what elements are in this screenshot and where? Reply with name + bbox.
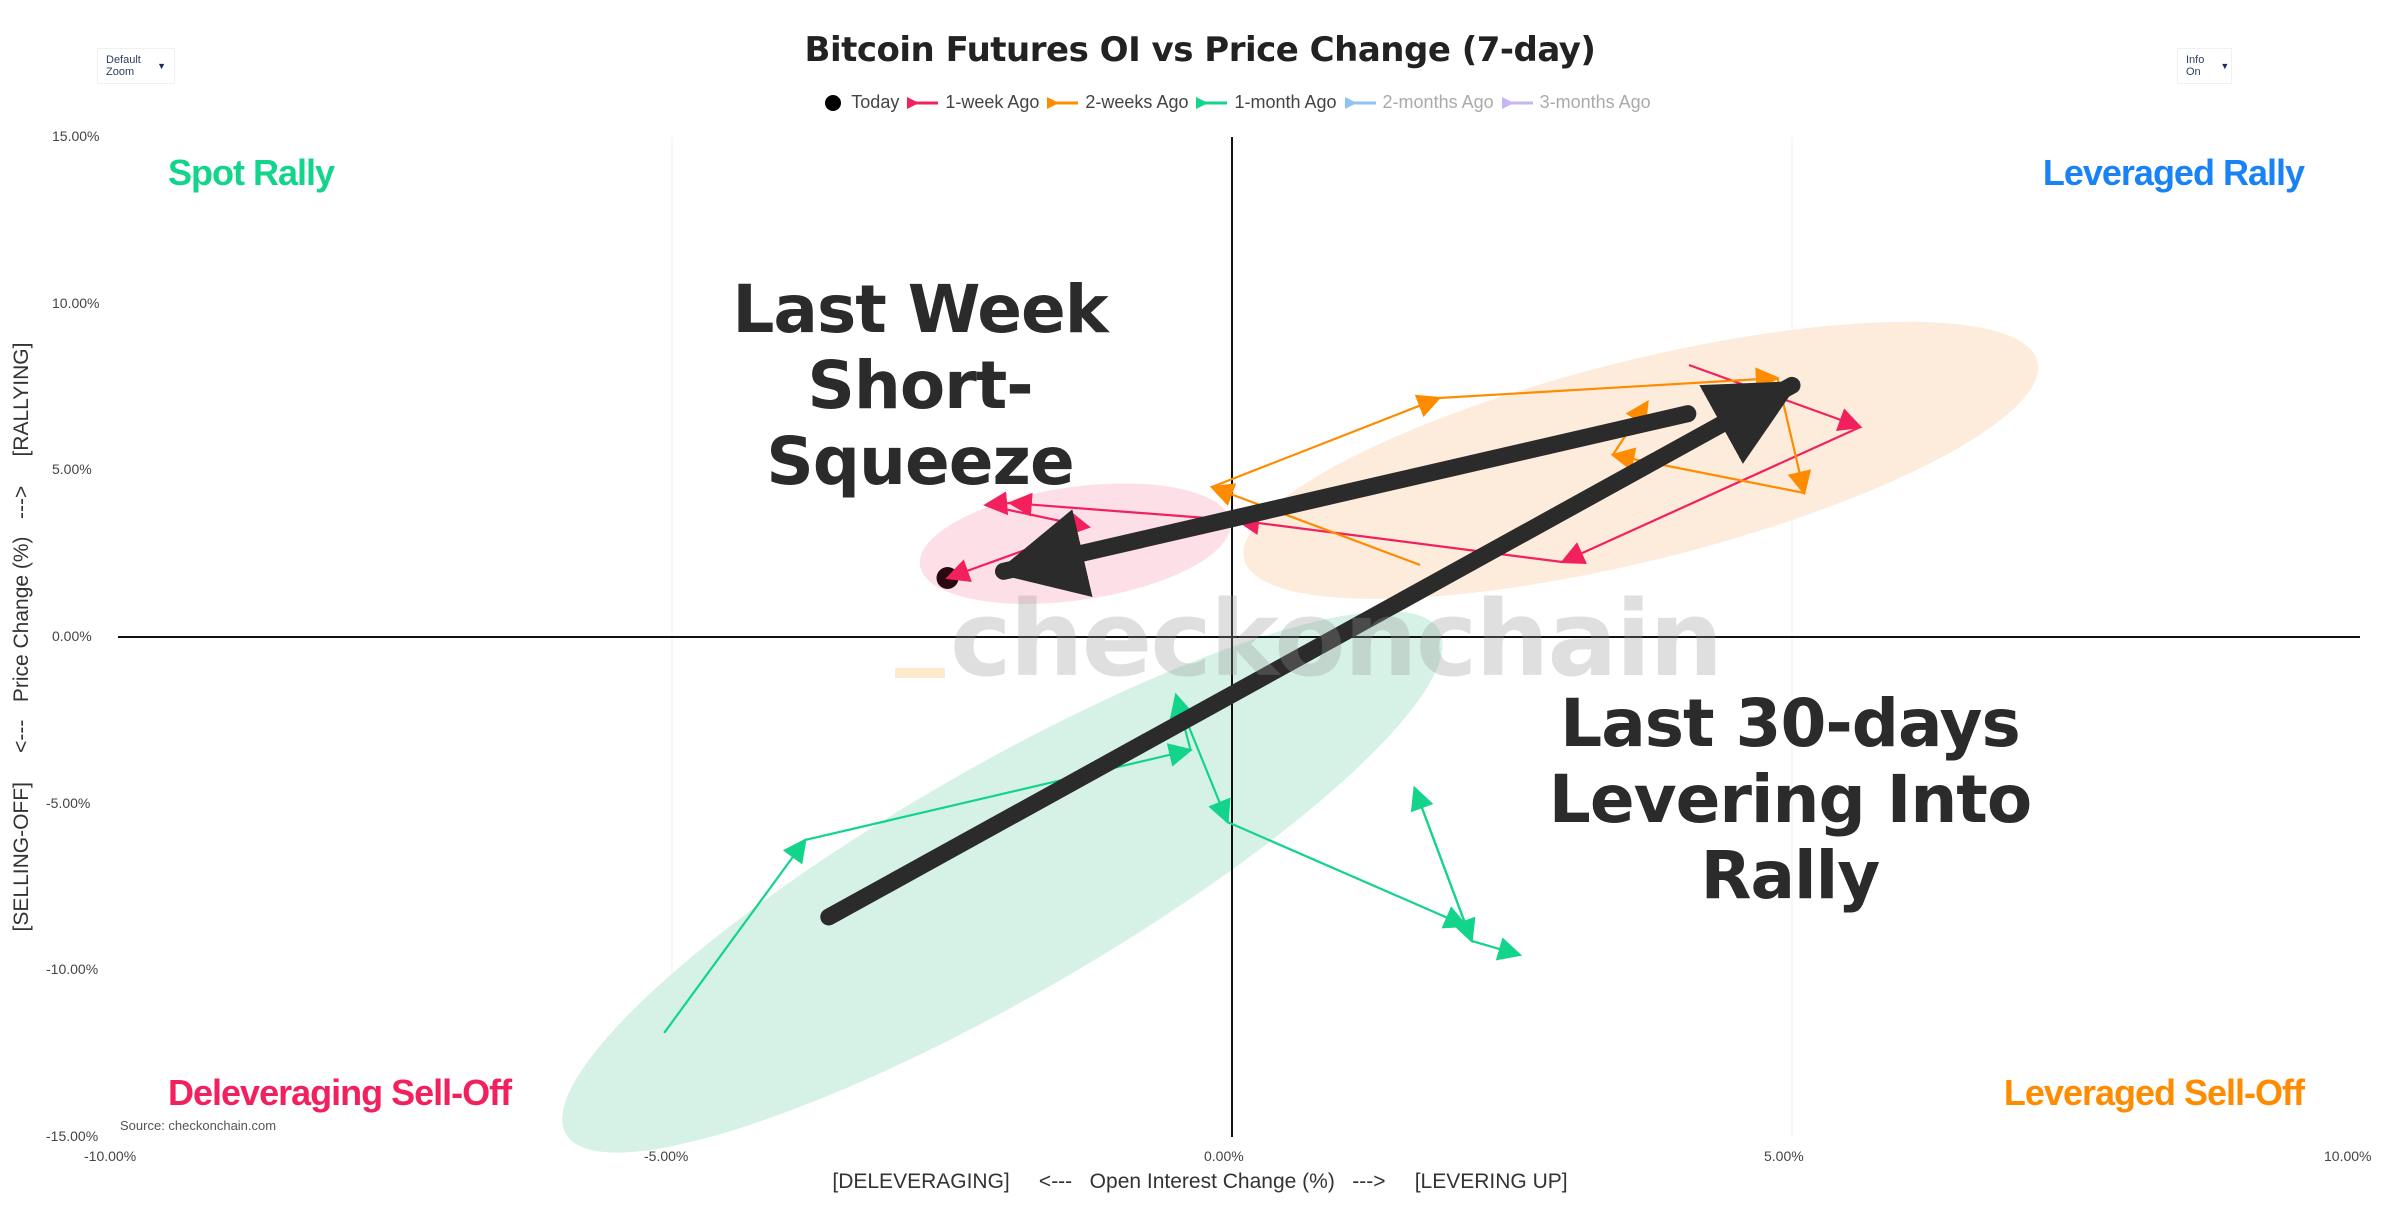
chart-title: Bitcoin Futures OI vs Price Change (7-da…: [804, 30, 1596, 70]
x-axis-label: [DELEVERAGING] <--- Open Interest Change…: [832, 1170, 1568, 1193]
y-tick-label: 15.00%: [52, 128, 100, 145]
quadrant-label-spot-rally: Spot Rally: [168, 152, 335, 193]
quadrant-label-deleveraging-sell-off: Deleveraging Sell-Off: [168, 1072, 512, 1113]
y-tick-label: 0.00%: [52, 628, 92, 644]
watermark: checkonchain: [950, 578, 1723, 700]
annotation-line: Levering Into Rally: [1548, 760, 2032, 914]
annotation-short-squeeze: Last Week Short-Squeeze: [660, 272, 1180, 500]
zoom-dropdown-label: Default Zoom: [106, 54, 141, 78]
y-tick-label: 10.00%: [52, 294, 100, 311]
x-tick-label: -5.00%: [644, 1148, 689, 1164]
arrow-line-icon: [1501, 96, 1533, 109]
x-tick-label: 10.00%: [2324, 1148, 2372, 1164]
zoom-dropdown[interactable]: Default Zoom ▼: [97, 48, 175, 84]
x-tick-label: 0.00%: [1204, 1148, 1244, 1164]
annotation-levering-into-rally: Last 30-days Levering Into Rally: [1460, 686, 2120, 914]
arrow-line-icon: [1196, 96, 1228, 109]
arrow-line-icon: [907, 96, 939, 109]
info-dropdown-label: Info On: [2186, 54, 2205, 78]
legend-item-1-week-ago[interactable]: 1-week Ago: [905, 92, 1039, 113]
legend-label: 1-month Ago: [1234, 92, 1337, 112]
legend-label: 2-months Ago: [1382, 92, 1494, 112]
chart-legend: Today 1-week Ago 2-weeks Ago 1-month Ago 2-m…: [0, 92, 2400, 113]
info-dropdown[interactable]: Info On ▼: [2177, 48, 2232, 84]
annotation-line: Last 30-days: [1560, 685, 2021, 762]
dot-icon: [825, 94, 842, 111]
overlay-arrow: [820, 376, 1801, 926]
arrow-line-icon: [1344, 96, 1376, 109]
legend-item-3-months-ago[interactable]: 3-months Ago: [1500, 92, 1651, 113]
legend-label: Today: [851, 92, 900, 112]
legend-label: 2-weeks Ago: [1085, 92, 1189, 112]
x-tick-label: -10.00%: [84, 1148, 137, 1164]
source-note: Source: checkonchain.com: [120, 1118, 277, 1133]
legend-item-2-weeks-ago[interactable]: 2-weeks Ago: [1045, 92, 1188, 113]
overlay-arrow: [994, 405, 1697, 598]
highlight-ellipse: [562, 611, 1443, 1153]
arrow-line-icon: [1047, 96, 1079, 109]
y-axis-label: [SELLING-OFF] <--- Price Change (%) --->…: [10, 342, 33, 932]
y-tick-label: -5.00%: [46, 794, 91, 811]
y-tick-label: -10.00%: [46, 961, 99, 978]
annotation-line: Short-Squeeze: [766, 346, 1074, 500]
legend-label: 1-week Ago: [945, 92, 1040, 112]
legend-label: 3-months Ago: [1539, 92, 1651, 112]
chevron-down-icon: ▼: [2220, 61, 2230, 71]
chevron-down-icon: ▼: [157, 61, 166, 71]
legend-item-1-month-ago[interactable]: 1-month Ago: [1194, 92, 1337, 113]
y-tick-label: -15.00%: [46, 1127, 99, 1144]
legend-item-2-months-ago[interactable]: 2-months Ago: [1343, 92, 1494, 113]
quadrant-label-leveraged-rally: Leveraged Rally: [2042, 152, 2305, 193]
quadrant-label-leveraged-sell-off: Leveraged Sell-Off: [2003, 1072, 2305, 1113]
watermark-accent-bar: [895, 668, 945, 678]
legend-item-today[interactable]: Today: [823, 92, 899, 113]
x-tick-label: 5.00%: [1764, 1148, 1804, 1164]
annotation-line: Last Week: [732, 271, 1108, 348]
y-tick-label: 5.00%: [52, 461, 92, 478]
